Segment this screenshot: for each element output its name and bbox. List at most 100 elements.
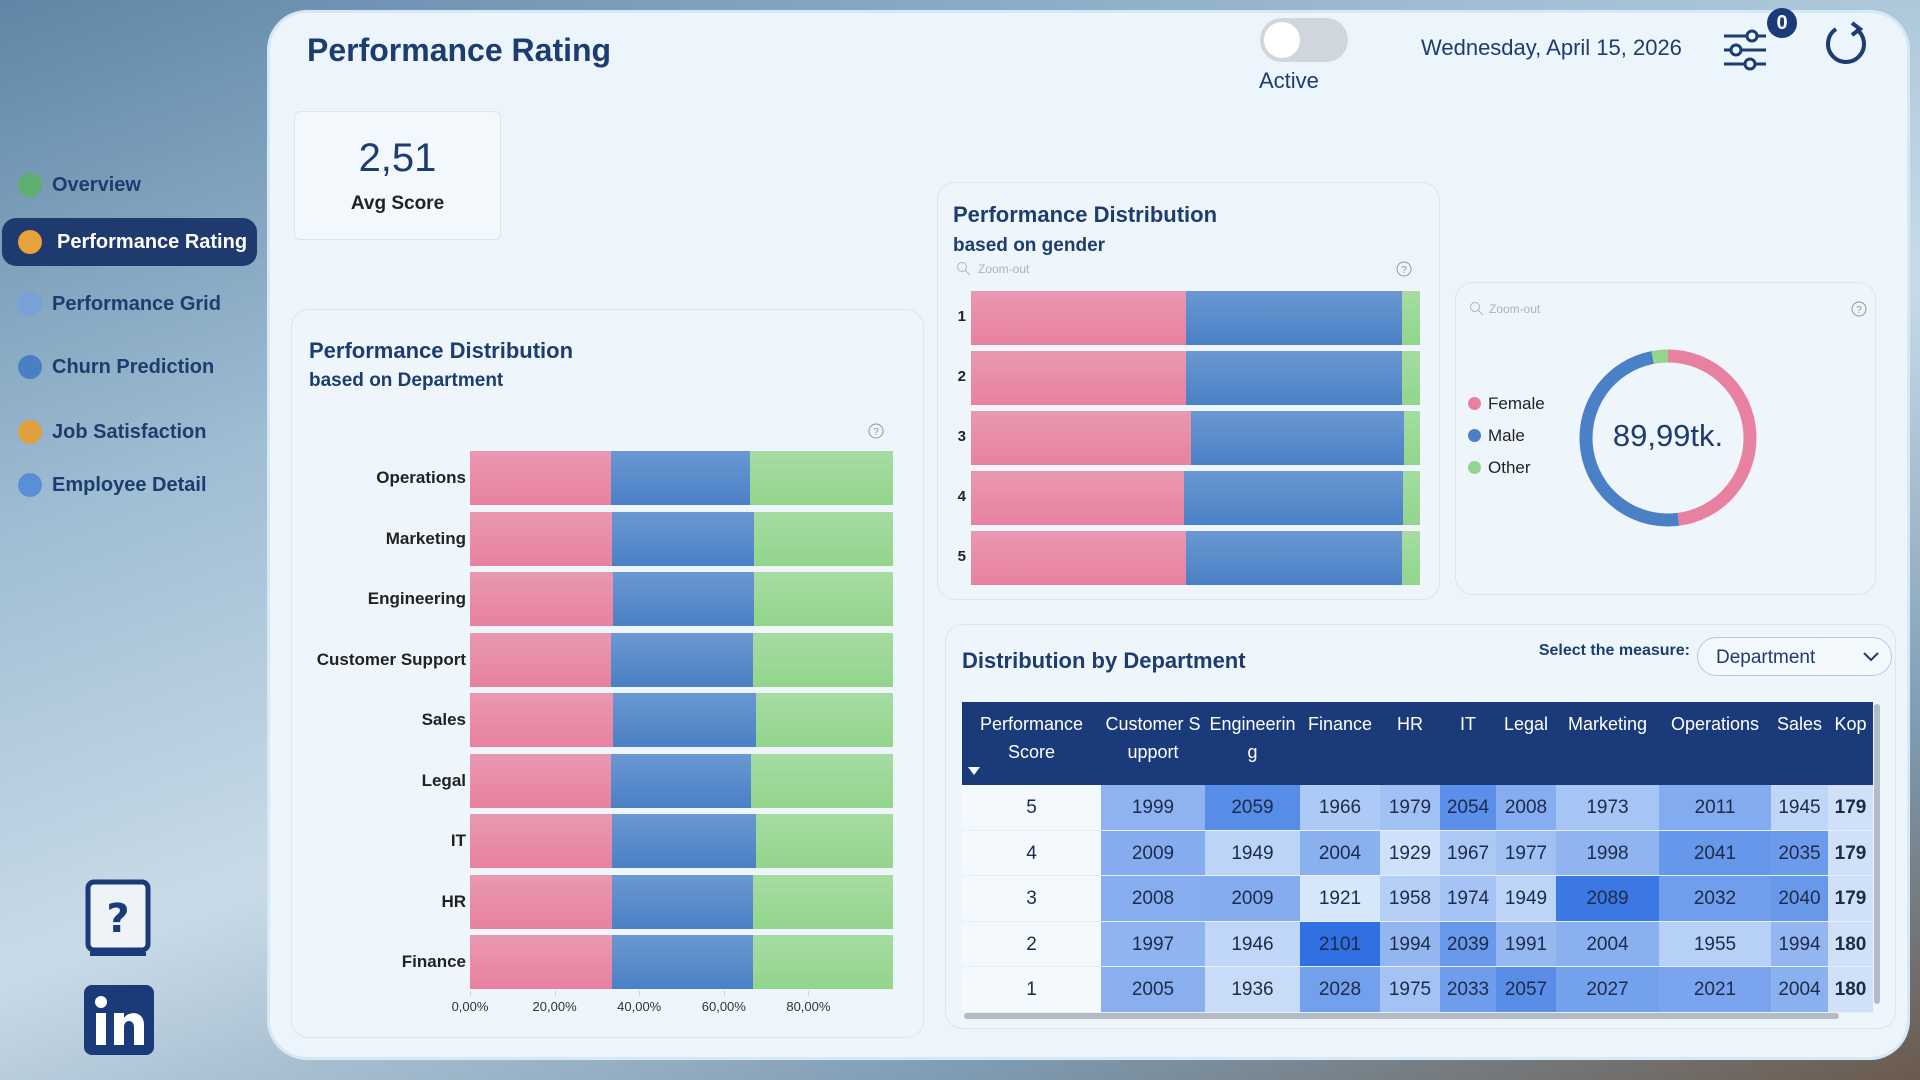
filter-icon[interactable] bbox=[1720, 26, 1770, 74]
y-tick-label: Sales bbox=[421, 710, 466, 729]
bar-segment bbox=[612, 874, 753, 929]
table-cell: 1955 bbox=[1659, 921, 1771, 968]
column-header[interactable]: Customer Support bbox=[1105, 714, 1201, 762]
nav-label: Employee Detail bbox=[52, 474, 207, 496]
chart-title: Performance Distribution bbox=[953, 202, 1218, 227]
toggle[interactable] bbox=[1260, 18, 1348, 62]
refresh-icon[interactable] bbox=[1822, 20, 1870, 68]
bar-segment bbox=[1401, 531, 1420, 585]
chart-subtitle: based on Department bbox=[309, 370, 504, 391]
zoom-icon bbox=[957, 262, 971, 276]
sort-indicator bbox=[968, 767, 980, 775]
nav-label: Churn Prediction bbox=[52, 356, 215, 378]
table-cell: 1966 bbox=[1300, 785, 1380, 831]
table-cell: 179 bbox=[1828, 830, 1873, 877]
column-header[interactable]: IT bbox=[1460, 714, 1476, 734]
nav-item[interactable]: Job Satisfaction bbox=[2, 408, 257, 456]
table-cell: 1967 bbox=[1440, 830, 1496, 877]
toggle-knob bbox=[1264, 22, 1300, 58]
help-icon[interactable]: ? bbox=[1395, 260, 1413, 278]
bar-segment bbox=[470, 632, 611, 687]
measure-dropdown[interactable]: Department bbox=[1697, 637, 1892, 676]
filter-badge: 0 bbox=[1767, 8, 1797, 38]
table-cell: 179 bbox=[1828, 876, 1873, 922]
bar-segment bbox=[752, 935, 893, 989]
bar-segment bbox=[470, 451, 611, 505]
table-cell: 1973 bbox=[1556, 785, 1659, 831]
table-cell: 1991 bbox=[1496, 921, 1556, 968]
kpi-value: 2,51 bbox=[358, 136, 437, 180]
table-cell: 2004 bbox=[1300, 830, 1380, 877]
bar-segment bbox=[751, 753, 893, 808]
bar-segment bbox=[610, 451, 751, 505]
bar-segment bbox=[750, 451, 893, 505]
y-tick-label: Finance bbox=[401, 952, 466, 971]
linkedin-icon[interactable] bbox=[84, 985, 156, 1057]
table-cell: 2057 bbox=[1496, 967, 1556, 1013]
bar-segment bbox=[1186, 351, 1402, 405]
table-cell: 2027 bbox=[1556, 967, 1659, 1013]
bar-segment bbox=[470, 753, 611, 808]
table-cell: 1994 bbox=[1771, 921, 1828, 968]
bar-segment bbox=[971, 291, 1187, 345]
table-cell: 2004 bbox=[1556, 921, 1659, 968]
chart-subtitle: based on gender bbox=[953, 235, 1106, 256]
table-cell: 2008 bbox=[1101, 876, 1205, 922]
table-cell: 1994 bbox=[1380, 921, 1440, 968]
svg-text:?: ? bbox=[1856, 305, 1862, 316]
x-tick-label: 40,00% bbox=[617, 999, 662, 1014]
table-title: Distribution by Department bbox=[962, 648, 1246, 673]
column-header[interactable]: Marketing bbox=[1567, 714, 1648, 734]
help-book-icon[interactable]: ? bbox=[84, 878, 154, 960]
column-header[interactable]: Operations bbox=[1670, 714, 1760, 734]
nav-item[interactable]: Performance Grid bbox=[2, 280, 257, 328]
table-cell: 2101 bbox=[1300, 921, 1380, 968]
nav-icon bbox=[18, 230, 42, 254]
x-tick-label: 80,00% bbox=[786, 999, 831, 1014]
nav-item[interactable]: Employee Detail bbox=[2, 461, 257, 509]
legend-label: Male bbox=[1488, 426, 1525, 445]
donut-chart: 89,99tk. bbox=[1579, 349, 1757, 527]
kpi-label: Avg Score bbox=[350, 193, 445, 214]
table-cell: 1974 bbox=[1440, 876, 1496, 922]
column-header[interactable]: Kop bbox=[1834, 714, 1867, 734]
column-header[interactable]: Sales bbox=[1776, 714, 1823, 734]
nav-item[interactable]: Churn Prediction bbox=[2, 343, 257, 391]
bar-segment bbox=[754, 572, 893, 626]
table-cell: 1979 bbox=[1380, 785, 1440, 831]
nav-icon bbox=[18, 420, 42, 444]
column-header[interactable]: Finance bbox=[1307, 714, 1373, 734]
bar-segment bbox=[1186, 531, 1402, 585]
column-header[interactable]: Performance Score bbox=[979, 714, 1084, 762]
column-header[interactable]: Legal bbox=[1503, 714, 1549, 734]
zoom-label[interactable]: Zoom-out bbox=[1489, 302, 1541, 316]
x-tick bbox=[723, 991, 725, 996]
bar-segment bbox=[1191, 411, 1404, 465]
svg-text:?: ? bbox=[873, 427, 879, 438]
table-cell: 180 bbox=[1828, 967, 1873, 1013]
table-cell: 2035 bbox=[1771, 830, 1828, 877]
help-icon[interactable]: ? bbox=[867, 422, 885, 440]
measure-label: Select the measure: bbox=[1538, 642, 1690, 659]
nav-item[interactable]: Overview bbox=[2, 161, 257, 209]
table-cell: 1945 bbox=[1771, 785, 1828, 831]
y-tick-label: 1 bbox=[957, 308, 966, 325]
bar-segment bbox=[612, 511, 755, 566]
table-cell: 2011 bbox=[1659, 785, 1771, 831]
table-cell: 1949 bbox=[1205, 830, 1300, 877]
donut-card bbox=[1455, 282, 1876, 595]
table-cell: 2059 bbox=[1205, 785, 1300, 831]
help-icon[interactable]: ? bbox=[1850, 300, 1868, 318]
table-cell: 2040 bbox=[1771, 876, 1828, 922]
donut-segment bbox=[1579, 351, 1680, 527]
table-cell: 180 bbox=[1828, 921, 1873, 968]
scrollbar[interactable] bbox=[964, 1013, 1839, 1019]
nav-item[interactable]: Performance Rating bbox=[2, 218, 257, 266]
table-cell: 2032 bbox=[1659, 876, 1771, 922]
y-tick-label: Customer Support bbox=[316, 649, 466, 669]
scrollbar-v[interactable] bbox=[1874, 704, 1880, 1004]
zoom-label[interactable]: Zoom-out bbox=[978, 262, 1030, 276]
column-header[interactable]: Engineering bbox=[1209, 714, 1296, 762]
table-cell: 2 bbox=[962, 921, 1101, 968]
column-header[interactable]: HR bbox=[1397, 714, 1423, 734]
